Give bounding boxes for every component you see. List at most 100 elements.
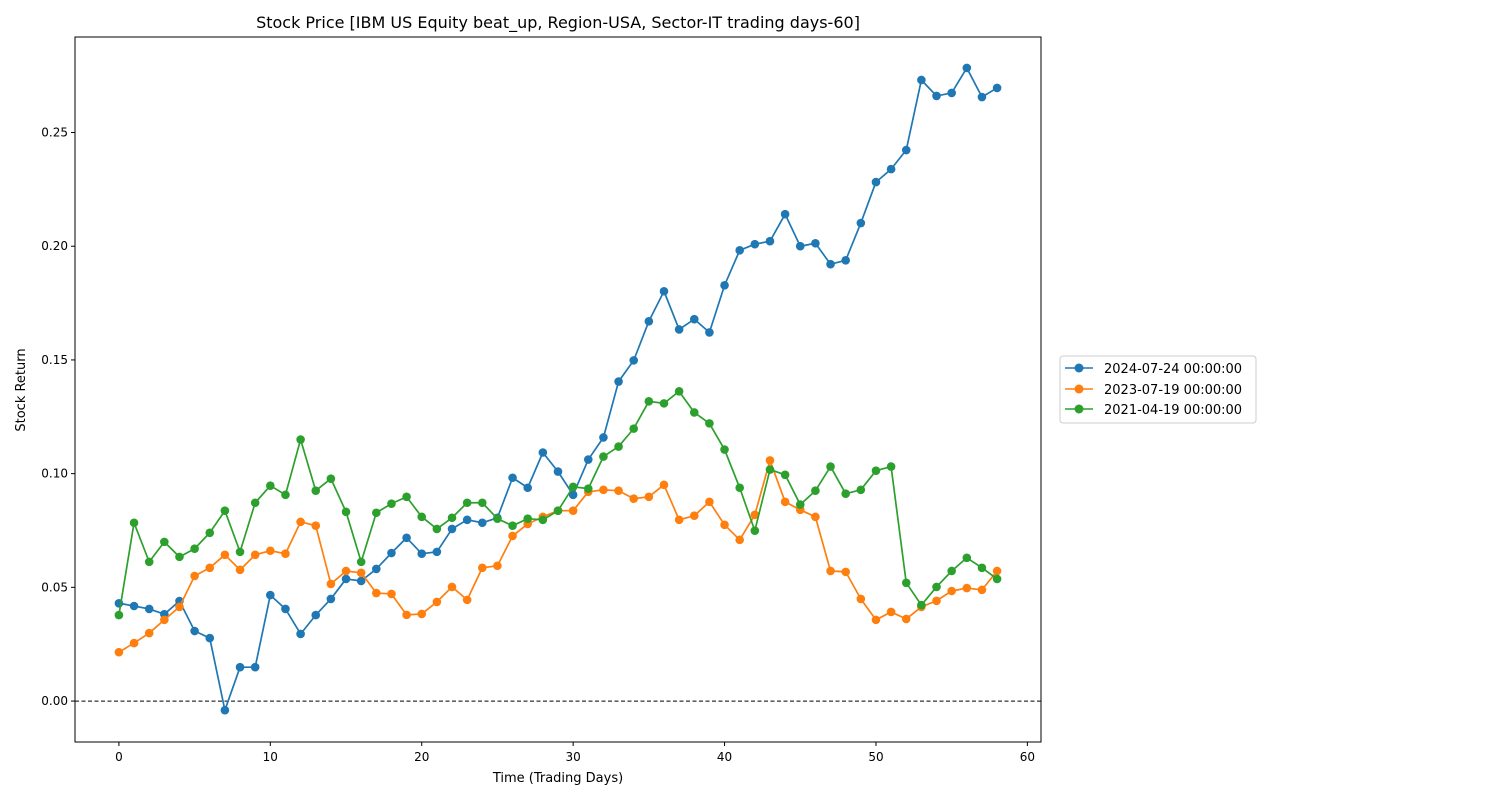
series-3-point-35 [644, 397, 654, 406]
series-3-point-46 [811, 486, 820, 496]
series-line-1 [118, 67, 998, 712]
series-1-point-33 [614, 377, 623, 386]
series-2-point-35 [644, 492, 654, 502]
series-3-point-20 [417, 512, 427, 522]
series-line-2 [118, 459, 998, 653]
series-1-point-56 [962, 63, 972, 73]
series-2-point-47 [826, 566, 835, 576]
series-1-point-38 [689, 314, 699, 324]
series-1-point-28 [538, 448, 548, 457]
legend-entry-3: 2021-04-19 00:00:00 [1104, 403, 1242, 418]
series-2-point-42 [750, 510, 760, 520]
plot-area: 0 10 20 30 40 50 60 0.00 0.05 0.10 0.15 0.20 0.25 [41, 36, 1042, 764]
series-2-point-23 [462, 595, 472, 605]
series-3-point-12 [296, 435, 305, 444]
y-tick-label-4: 0.20 [41, 239, 68, 253]
series-2-point-21 [432, 597, 442, 607]
series-2-point-3 [160, 615, 169, 625]
series-3-point-19 [402, 492, 411, 502]
series-2-point-13 [311, 521, 321, 531]
series-3-point-24 [477, 498, 487, 508]
series-2-point-56 [962, 583, 972, 593]
series-1-point-12 [296, 629, 305, 639]
series-3-point-50 [871, 466, 881, 475]
series-2-point-46 [811, 512, 820, 522]
series-1-point-37 [674, 325, 684, 334]
series-1-point-31 [583, 455, 593, 464]
series-1-point-58 [992, 83, 1002, 93]
series-3-point-16 [356, 557, 366, 567]
series-3-point-39 [705, 419, 714, 428]
series-3-point-38 [689, 408, 699, 417]
series-3-point-5 [190, 544, 199, 553]
y-tick-label-5: 0.25 [41, 126, 68, 140]
x-tick-label-40: 40 [717, 750, 732, 764]
series-1-point-1 [129, 601, 139, 611]
series-2-point-44 [780, 497, 790, 507]
series-1-point-10 [266, 590, 275, 600]
series-1-point-48 [841, 256, 850, 265]
series-3-point-42 [750, 526, 760, 536]
series-1-point-51 [886, 164, 896, 174]
series-1-point-24 [477, 518, 487, 528]
series-1-point-27 [523, 483, 533, 493]
y-axis-label: Stock Return [14, 348, 29, 431]
series-2-point-37 [674, 515, 684, 525]
series-3-point-49 [856, 485, 866, 495]
series-2-point-58 [992, 566, 1002, 576]
series-3-point-47 [826, 462, 835, 471]
series-3-point-8 [235, 547, 245, 557]
legend-entry-1: 2024-07-24 00:00:00 [1104, 362, 1242, 377]
series-2-point-19 [402, 610, 411, 620]
series-3-point-37 [674, 387, 684, 396]
series-2-point-14 [326, 579, 336, 589]
series-2-point-50 [871, 615, 881, 625]
series-3-point-15 [341, 507, 351, 517]
series-3-point-29 [553, 506, 563, 516]
legend-frame [1059, 355, 1257, 424]
series-2-point-4 [175, 602, 184, 612]
series-1-point-21 [432, 547, 442, 557]
x-tick-label-20: 20 [414, 750, 429, 764]
series-2-point-22 [447, 582, 457, 592]
series-3-point-17 [372, 508, 381, 518]
series-1-point-26 [508, 473, 517, 483]
series-1-point-47 [826, 259, 835, 269]
series-1-point-49 [856, 218, 866, 228]
series-3-point-40 [720, 445, 729, 454]
series-2-point-48 [841, 567, 850, 577]
series-1-point-45 [795, 241, 805, 251]
series-3-point-52 [901, 578, 911, 588]
legend: 2024-07-24 00:00:00 2023-07-19 00:00:00 … [1059, 355, 1257, 424]
series-2-point-41 [735, 535, 744, 545]
series-2-point-12 [296, 517, 305, 527]
series-2-point-38 [689, 511, 699, 521]
series-3-point-43 [765, 465, 775, 474]
series-1-point-29 [553, 467, 563, 476]
series-3-point-2 [144, 557, 154, 567]
series-1-point-54 [932, 91, 941, 101]
series-1-point-36 [659, 286, 669, 296]
series-3-point-1 [129, 518, 139, 528]
series-3-point-48 [841, 489, 850, 498]
series-3-point-31 [583, 484, 593, 493]
series-2-point-54 [932, 596, 941, 606]
series-3-point-6 [205, 528, 215, 538]
series-1-point-30 [568, 490, 578, 500]
series-2-point-0 [114, 647, 124, 657]
series-2-point-16 [356, 568, 366, 578]
series-3-point-4 [175, 552, 184, 562]
series-3-point-14 [326, 474, 336, 483]
series-3-point-9 [250, 498, 260, 508]
series-1-point-2 [144, 604, 154, 614]
series-3-point-23 [462, 498, 472, 508]
series-1-point-43 [765, 236, 775, 246]
series-3-point-0 [114, 610, 124, 620]
series-1-point-57 [977, 92, 987, 102]
series-1-point-44 [780, 209, 790, 219]
series-2-point-17 [372, 588, 381, 598]
series-1-point-18 [387, 548, 396, 558]
series-2-point-8 [235, 565, 245, 575]
series-1-point-17 [372, 564, 381, 574]
